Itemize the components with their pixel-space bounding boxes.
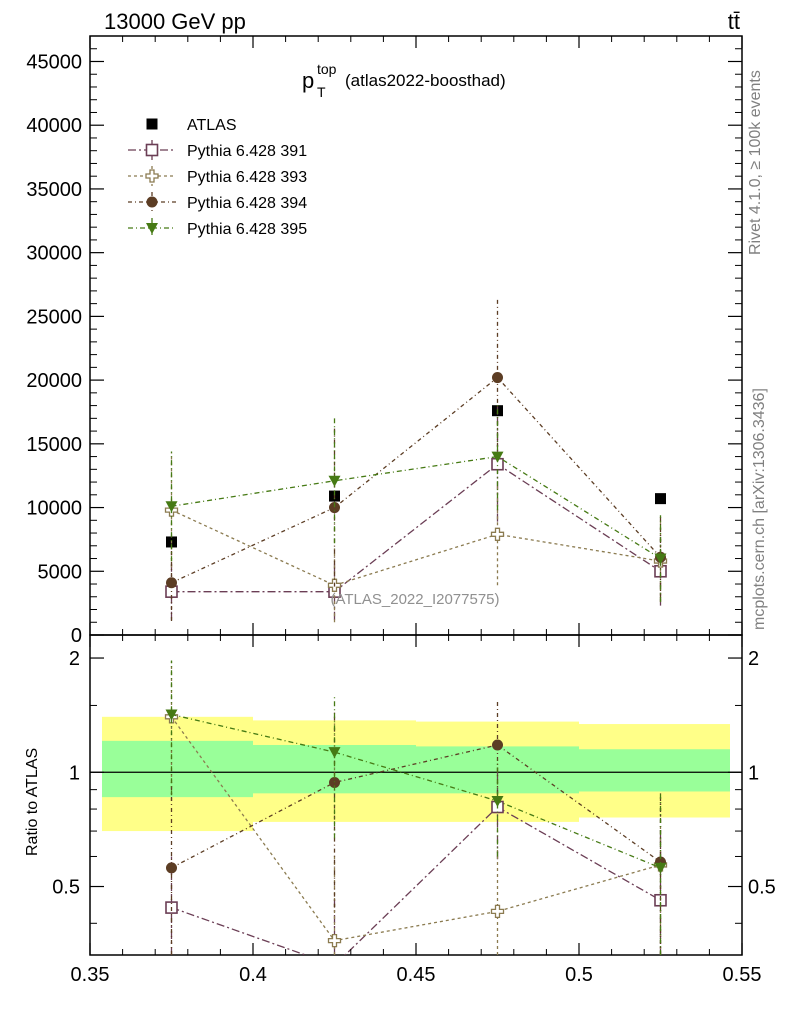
ratio-tick-label-right: 2 [748, 648, 759, 670]
legend-label: Pythia 6.428 395 [187, 221, 307, 238]
series-p391 [165, 406, 667, 620]
y-tick-label: 35000 [26, 179, 82, 201]
legend-item: Pythia 6.428 395 [128, 218, 307, 238]
process-label: tt̄ [728, 9, 740, 34]
inner-band [102, 740, 253, 798]
legend-marker [146, 118, 158, 130]
ratio-tick-label: 2 [69, 648, 80, 670]
uncertainty-bands [102, 716, 730, 832]
x-tick-label: 0.35 [71, 964, 110, 986]
ratio-point [329, 960, 340, 971]
y-tick-label: 15000 [26, 434, 82, 456]
rivet-version-label: Rivet 4.1.0, ≥ 100k events [747, 70, 764, 255]
title-analysis: (atlas2022-boosthad) [345, 71, 506, 90]
y-tick-label: 25000 [26, 306, 82, 328]
ratio-point [491, 796, 504, 808]
main-series [164, 297, 668, 623]
ratio-series [164, 660, 668, 971]
ratio-point [327, 934, 342, 948]
y-tick-label: 10000 [26, 498, 82, 520]
ratio-tick-label: 1 [69, 762, 80, 784]
analysis-watermark: (ATLAS_2022_I2077575) [330, 591, 499, 608]
ratio-tick-label-right: 1 [748, 762, 759, 784]
data-point [166, 577, 177, 589]
legend-marker [145, 169, 159, 183]
ratio-point [492, 739, 503, 751]
series-line [171, 463, 661, 593]
ratio-point [165, 709, 178, 721]
data-point [328, 475, 341, 487]
y-tick-label: 20000 [26, 370, 82, 392]
ratio-point [654, 862, 667, 874]
series-line [171, 376, 661, 584]
ratio-point [490, 904, 505, 919]
legend-item: Pythia 6.428 394 [128, 192, 307, 212]
ratio-line [171, 713, 661, 869]
beam-label: 13000 GeV pp [104, 9, 246, 34]
x-tick-label: 0.55 [723, 964, 762, 986]
main-panel: 0 5000 10000 15000 20000 25000 30000 35000 40000… [26, 35, 743, 647]
legend-label: Pythia 6.428 394 [187, 195, 307, 212]
data-point [492, 372, 503, 384]
legend-item: Pythia 6.428 391 [128, 140, 307, 160]
ratio-series-p395 [165, 660, 667, 955]
ratio-tick-label-right: 0.5 [748, 877, 776, 899]
title-variable: p [302, 68, 314, 93]
data-point [655, 493, 666, 505]
legend-label: Pythia 6.428 391 [187, 143, 307, 160]
legend-label: ATLAS [187, 117, 237, 134]
data-point [490, 527, 505, 541]
legend-marker [146, 223, 158, 234]
data-point [165, 501, 178, 513]
ratio-point [328, 747, 341, 759]
ratio-y-axis: 0.5 0.5 1 1 2 2 [52, 648, 776, 924]
data-point [329, 502, 340, 514]
legend-label: Pythia 6.428 393 [187, 169, 307, 186]
series-p395 [165, 403, 667, 602]
ratio-line [171, 744, 661, 869]
main-y-axis: 0 5000 10000 15000 20000 25000 30000 35000 40000… [26, 48, 742, 647]
ratio-point [166, 862, 177, 874]
ratio-panel: 0.5 0.5 1 1 2 2 [52, 634, 776, 971]
y-tick-label: 45000 [26, 51, 82, 73]
legend-item: Pythia 6.428 393 [128, 166, 307, 186]
series-line [171, 509, 661, 586]
ratio-y-axis-label: Ratio to ATLAS [24, 748, 41, 856]
y-tick-label: 0 [71, 625, 82, 647]
legend-item: ATLAS [146, 117, 237, 134]
ratio-line [171, 806, 661, 955]
series-p394 [166, 297, 666, 621]
legend: ATLAS Pythia 6.428 391 Pythia 6.428 393 Pyt… [128, 117, 307, 238]
mcplots-label: mcplots.cern.ch [arXiv:1306.3436] [751, 388, 768, 630]
data-point [491, 451, 504, 463]
ratio-tick-label: 0.5 [52, 877, 80, 899]
data-point [654, 553, 667, 565]
title-subscript: T [317, 84, 326, 100]
y-tick-label: 40000 [26, 115, 82, 137]
y-tick-label: 5000 [38, 561, 83, 583]
ratio-line [170, 716, 661, 942]
y-tick-label: 30000 [26, 243, 82, 265]
legend-marker [145, 143, 159, 157]
x-tick-label: 0.4 [239, 964, 267, 986]
ratio-point [329, 776, 340, 788]
legend-marker [146, 196, 158, 208]
x-axis: 0.35 0.4 0.45 0.5 0.55 [71, 36, 762, 986]
x-tick-label: 0.45 [397, 964, 436, 986]
x-tick-label: 0.5 [565, 964, 593, 986]
plot-title: p top T (atlas2022-boosthad) [302, 61, 506, 100]
inner-band [579, 749, 730, 792]
title-superscript: top [317, 61, 337, 77]
